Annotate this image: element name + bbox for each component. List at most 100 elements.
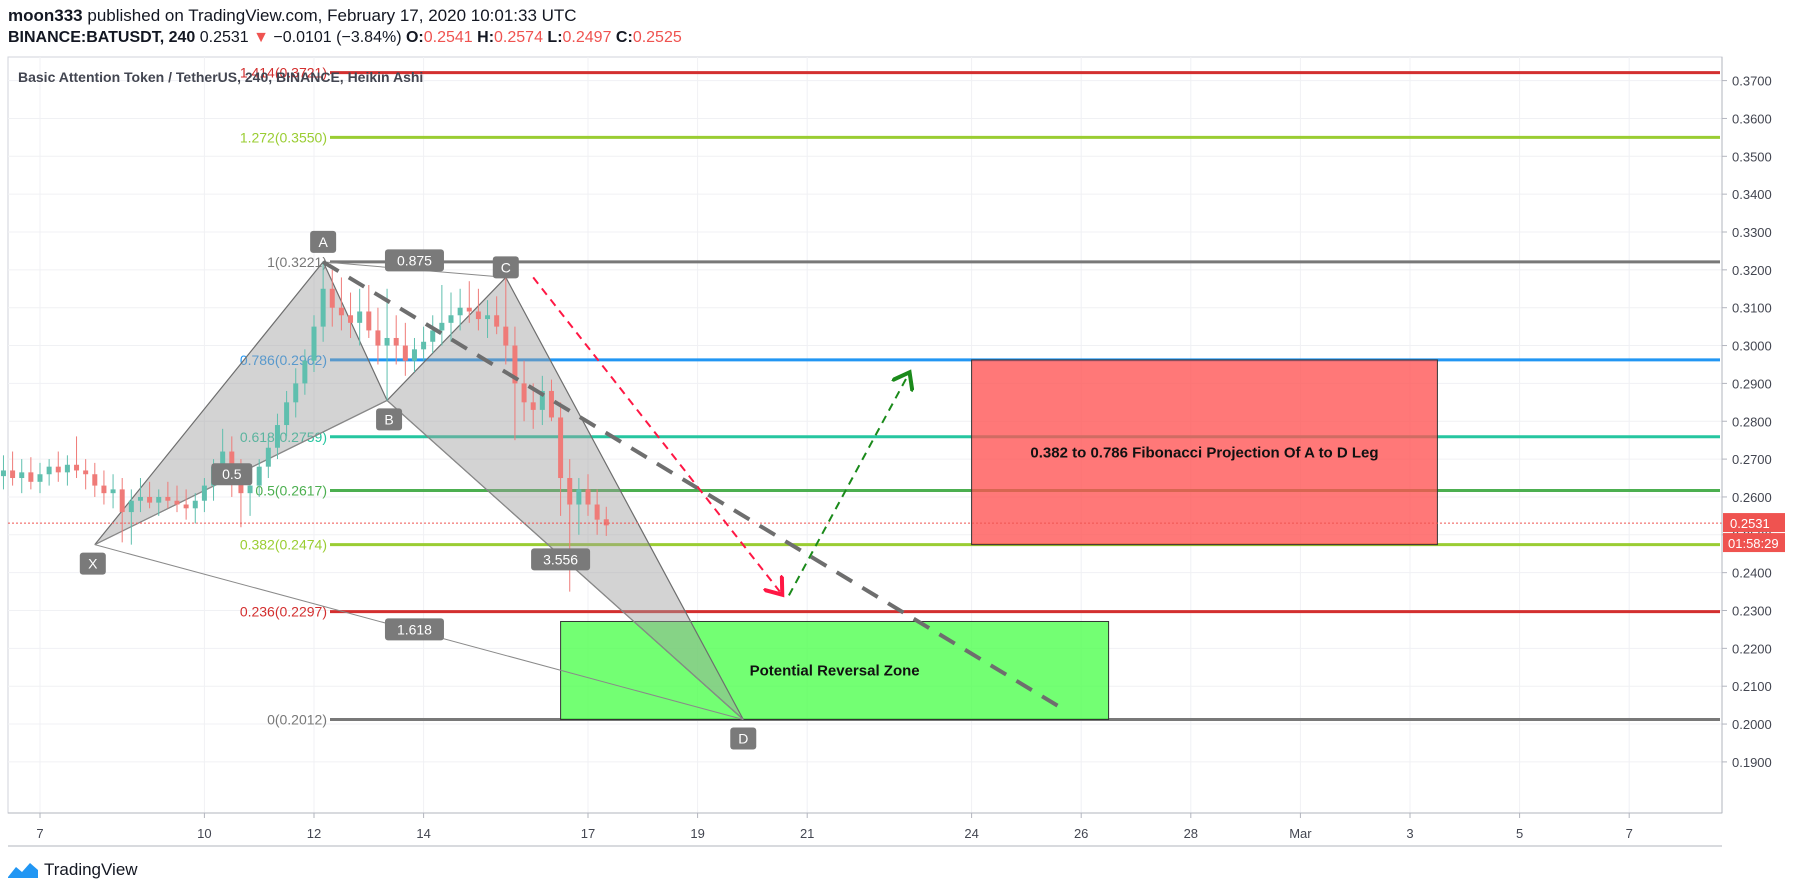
ratio-badge[interactable] [384, 249, 444, 272]
candle-body[interactable] [19, 472, 25, 479]
point-b-badge[interactable] [376, 408, 403, 431]
time-tick-label: 12 [307, 826, 321, 841]
candle-body[interactable] [466, 307, 472, 312]
price-tick-label: 0.2100 [1732, 679, 1772, 694]
point-c-badge[interactable] [492, 256, 519, 279]
projection-arrow-red[interactable] [532, 276, 780, 591]
candle-body[interactable] [521, 383, 527, 403]
candle-body[interactable] [37, 474, 43, 482]
low-value: 0.2497 [562, 29, 612, 46]
candle-body[interactable] [201, 485, 207, 501]
candle-body[interactable] [475, 311, 481, 320]
candle-body[interactable] [375, 330, 381, 346]
point-b-badge-text: B [384, 411, 393, 427]
candle-body[interactable] [311, 326, 317, 361]
ratio-badge[interactable] [384, 618, 444, 641]
candle-body[interactable] [558, 417, 564, 479]
candle-body[interactable] [0, 470, 6, 477]
candle-body[interactable] [411, 349, 417, 361]
last-price-badge [1723, 513, 1785, 533]
time-tick-label: 7 [36, 826, 43, 841]
candle-body[interactable] [329, 288, 335, 308]
candle-body[interactable] [220, 451, 226, 467]
last-price-value: 0.2531 [1730, 516, 1770, 531]
candle-body[interactable] [74, 464, 80, 471]
price-tick-label: 0.2000 [1732, 717, 1772, 732]
candle-body[interactable] [603, 519, 609, 526]
candle-body[interactable] [439, 322, 445, 331]
candle-body[interactable] [265, 447, 271, 467]
price-tick-label: 0.3100 [1732, 301, 1772, 316]
point-d-badge-text: D [738, 731, 748, 747]
candle-body[interactable] [174, 500, 180, 505]
candle-body[interactable] [567, 478, 573, 505]
price-tick-label: 0.1900 [1732, 755, 1772, 770]
candle-body[interactable] [539, 390, 545, 410]
candle-body[interactable] [594, 504, 600, 520]
candle-body[interactable] [348, 315, 354, 323]
candle-body[interactable] [548, 390, 554, 418]
candle-body[interactable] [128, 500, 134, 513]
candle-body[interactable] [256, 466, 262, 486]
ratio-badge[interactable] [531, 548, 591, 571]
ratio-badge[interactable] [211, 463, 253, 486]
candle-body[interactable] [83, 470, 89, 475]
point-a-badge[interactable] [310, 230, 337, 253]
candle-body[interactable] [457, 307, 463, 316]
price-tick-label: 0.3400 [1732, 187, 1772, 202]
candle-body[interactable] [421, 341, 427, 350]
candle-body[interactable] [320, 288, 326, 327]
candle-body[interactable] [137, 496, 143, 501]
candle-body[interactable] [430, 330, 436, 342]
point-x-badge[interactable] [79, 552, 106, 575]
candle-body[interactable] [55, 466, 61, 473]
ratio-badge-text: 3.556 [543, 551, 578, 567]
candle-body[interactable] [284, 402, 290, 426]
candle-body[interactable] [165, 496, 171, 501]
fib-level-label: 1(0.3221) [267, 254, 327, 270]
candle-body[interactable] [147, 496, 153, 503]
candle-body[interactable] [119, 489, 125, 513]
candle-body[interactable] [402, 345, 408, 361]
point-c-badge-text: C [501, 259, 511, 275]
candle-body[interactable] [156, 496, 162, 503]
candle-body[interactable] [494, 315, 500, 327]
point-d-badge[interactable] [730, 727, 757, 750]
candle-body[interactable] [28, 472, 34, 482]
candle-body[interactable] [64, 464, 70, 473]
candle-body[interactable] [101, 485, 107, 494]
candle-body[interactable] [366, 311, 372, 331]
candle-body[interactable] [338, 307, 344, 316]
candle-body[interactable] [293, 383, 299, 403]
fib-projection-zone-label: 0.382 to 0.786 Fibonacci Projection Of A… [1030, 444, 1378, 461]
trend-line-gray[interactable] [322, 260, 1064, 711]
candle-body[interactable] [302, 360, 308, 384]
author-name[interactable]: moon333 [8, 6, 83, 25]
candle-body[interactable] [530, 402, 536, 410]
candle-body[interactable] [10, 470, 16, 479]
candle-body[interactable] [238, 478, 244, 494]
candle-body[interactable] [92, 474, 98, 486]
candle-body[interactable] [585, 489, 591, 505]
candle-body[interactable] [576, 489, 582, 505]
ratio-badge-text: 0.875 [397, 252, 432, 268]
candle-body[interactable] [448, 315, 454, 323]
candle-body[interactable] [485, 315, 491, 320]
candle-body[interactable] [247, 485, 253, 494]
price-tick-label: 0.3700 [1732, 74, 1772, 89]
candle-body[interactable] [183, 504, 189, 509]
candle-body[interactable] [393, 337, 399, 346]
candle-body[interactable] [46, 466, 52, 475]
candle-body[interactable] [192, 500, 198, 509]
ratio-badge-text: 1.618 [397, 621, 432, 637]
candle-body[interactable] [110, 489, 116, 494]
candle-body[interactable] [512, 345, 518, 384]
footer-brand[interactable]: TradingView [6, 860, 138, 880]
candle-body[interactable] [274, 425, 280, 448]
candle-body[interactable] [384, 337, 390, 346]
fib-projection-zone[interactable] [971, 359, 1438, 546]
candle-body[interactable] [503, 326, 509, 346]
fib-level-label: 0.382(0.2474) [240, 537, 327, 553]
candle-body[interactable] [357, 311, 363, 323]
